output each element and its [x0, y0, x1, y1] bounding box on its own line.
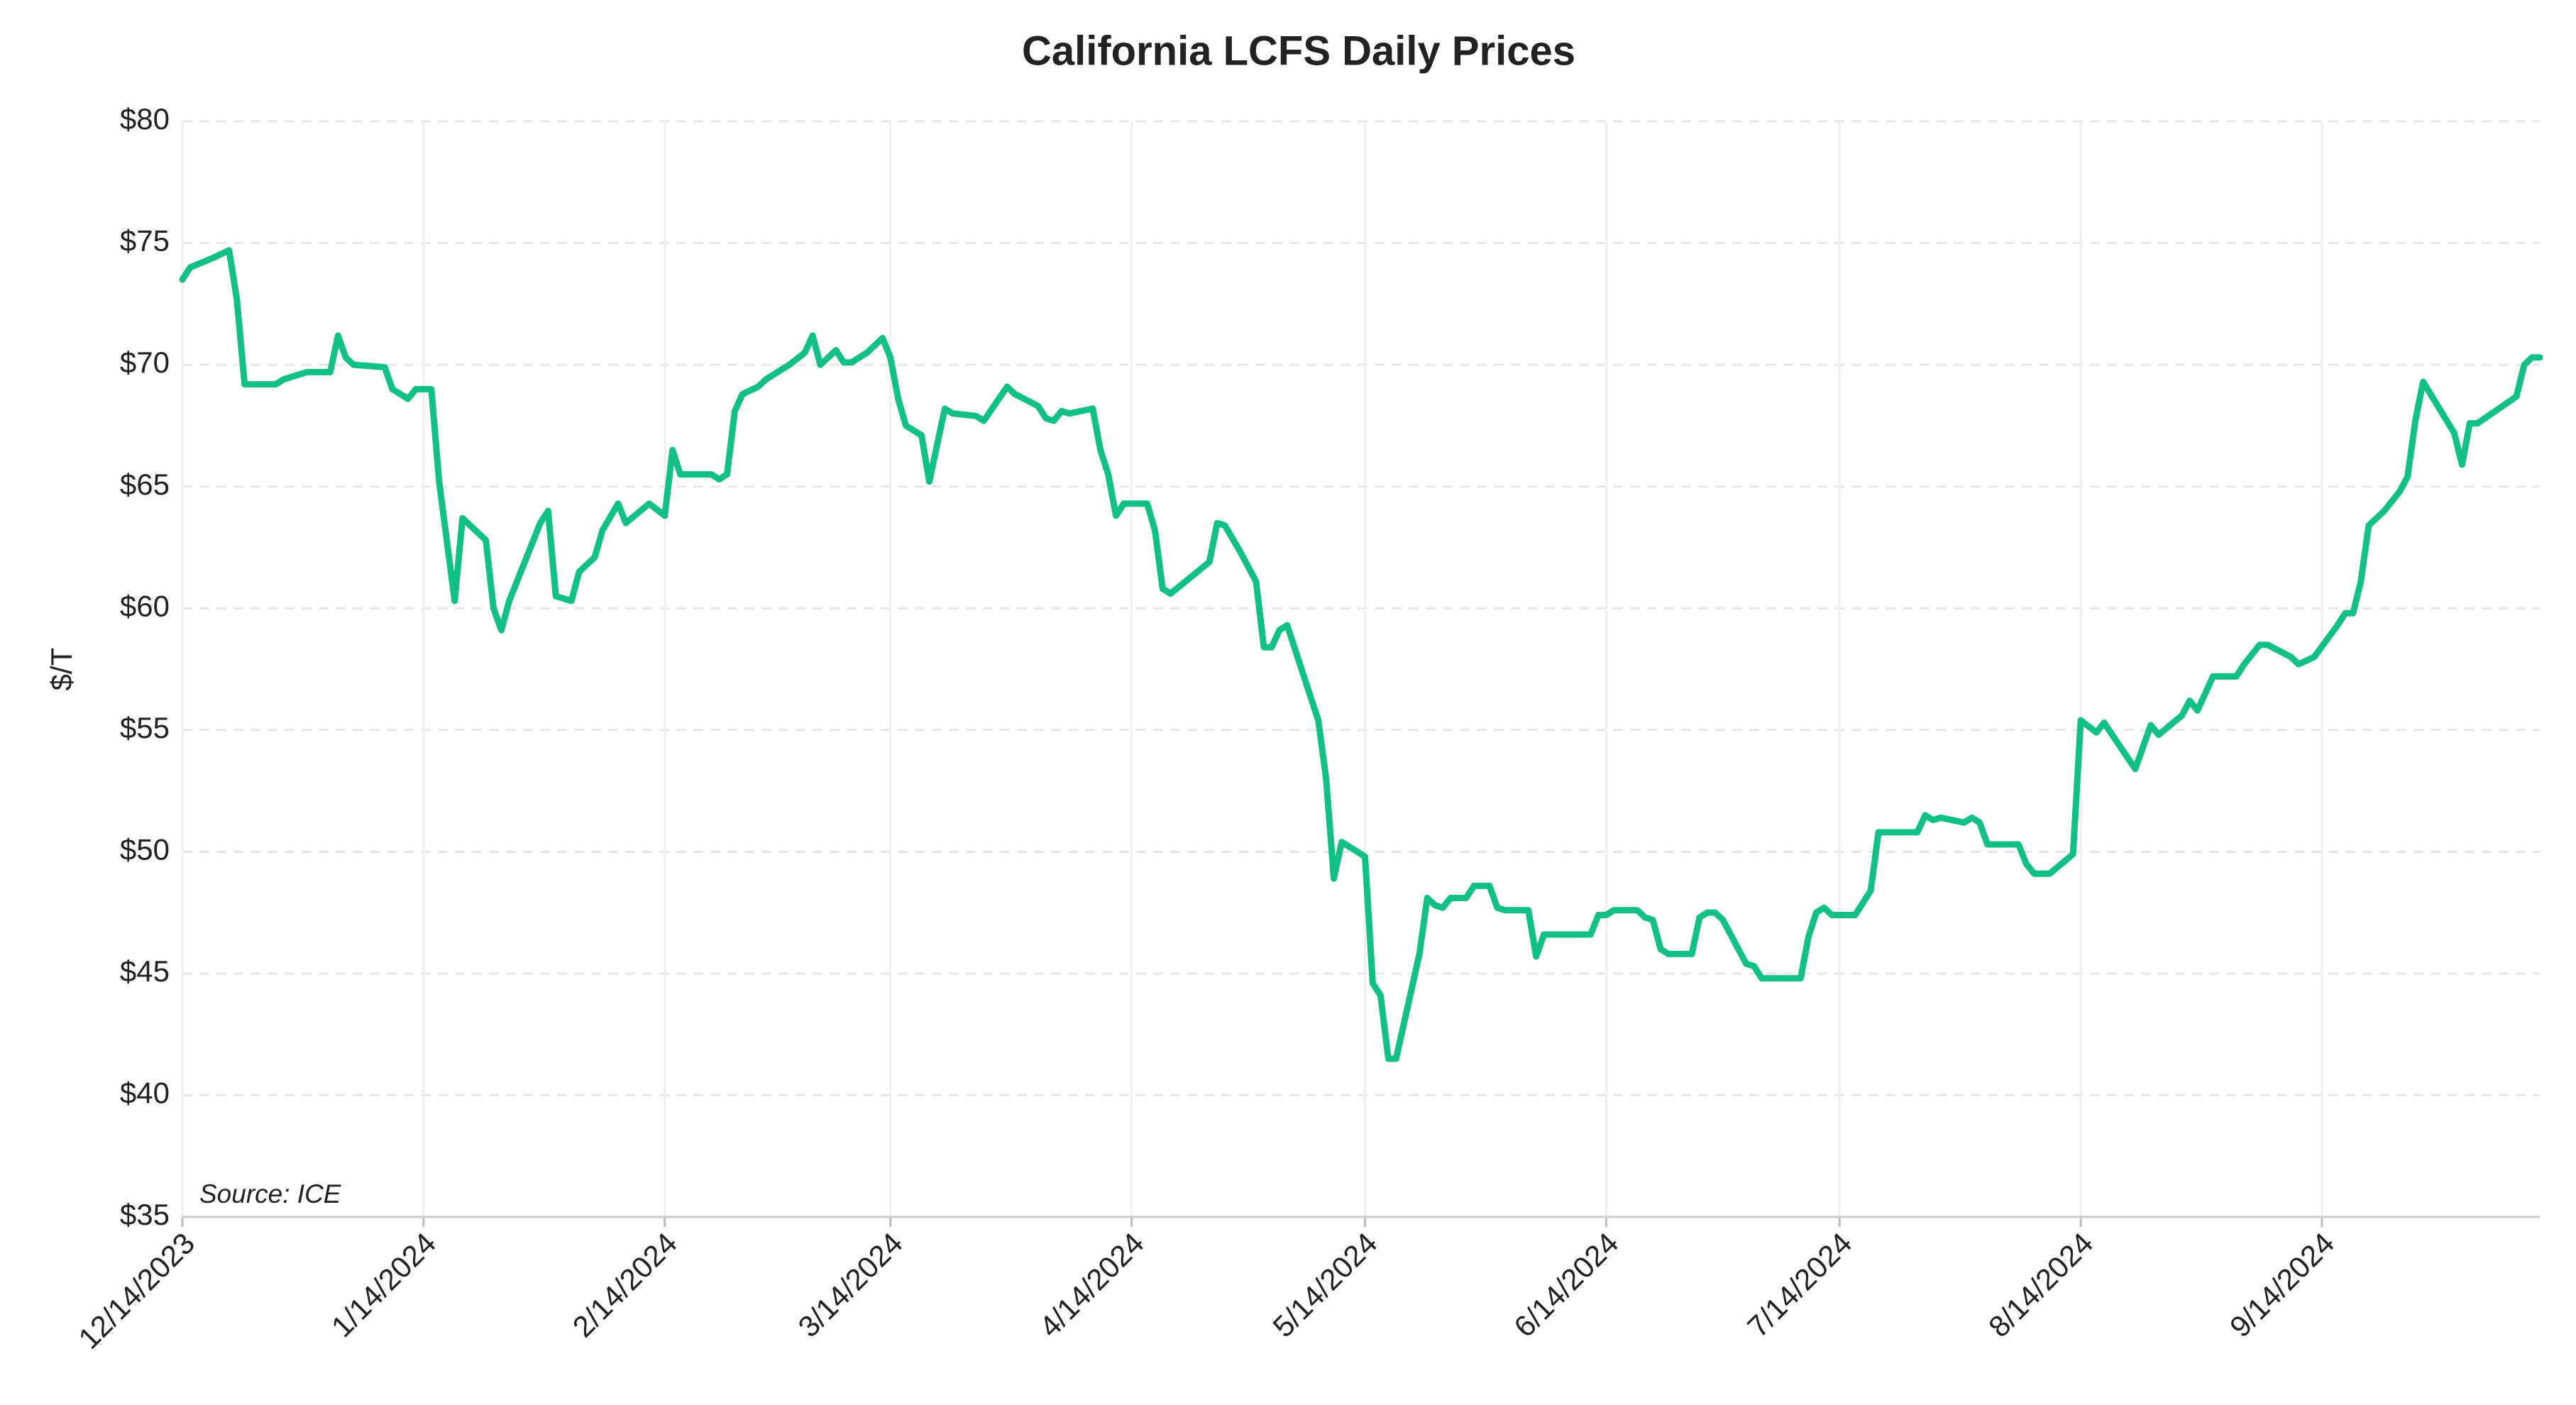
y-tick-label: $45: [120, 954, 170, 988]
y-tick-label: $80: [120, 102, 170, 136]
y-tick-label: $65: [120, 468, 170, 501]
y-axis-label: $/T: [45, 648, 78, 691]
y-tick-label: $50: [120, 832, 170, 866]
chart-title: California LCFS Daily Prices: [1022, 28, 1575, 74]
y-tick-label: $70: [120, 346, 170, 379]
annotation: Source: ICE: [199, 1179, 342, 1208]
y-tick-label: $55: [120, 711, 170, 744]
price-line: [179, 247, 2543, 1062]
y-tick-label: $40: [120, 1076, 170, 1110]
y-tick-label: $60: [120, 589, 170, 622]
y-tick-label: $35: [120, 1198, 170, 1231]
y-tick-label: $75: [120, 224, 170, 258]
